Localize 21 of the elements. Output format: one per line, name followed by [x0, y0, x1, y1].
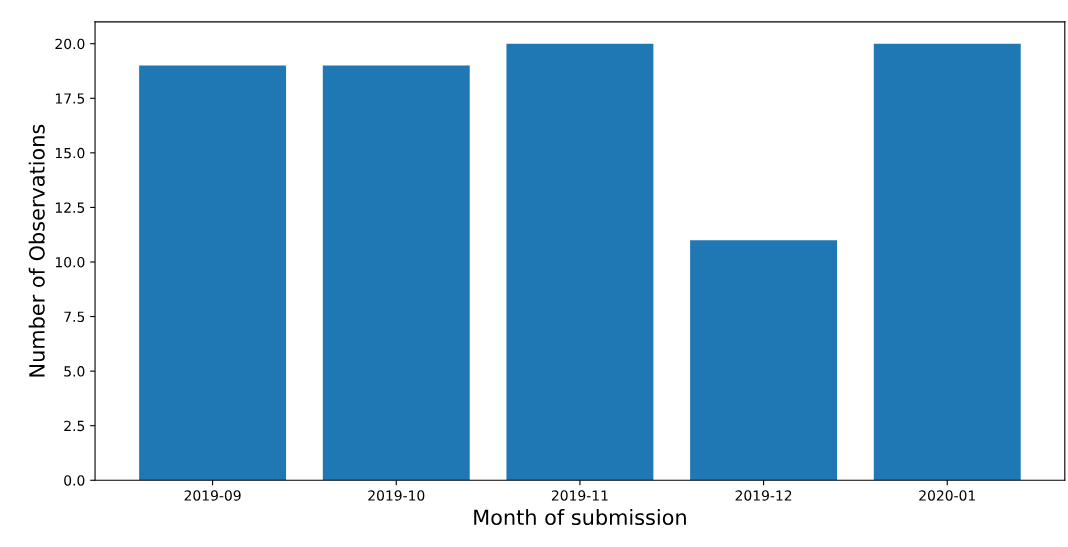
x-tick-label: 2019-09 — [184, 490, 241, 501]
y-tick-label: 0.0 — [64, 475, 85, 486]
x-tick-label: 2019-12 — [735, 490, 792, 501]
y-tick-label: 10.0 — [55, 256, 85, 268]
x-tick-label: 2019-10 — [368, 490, 425, 501]
y-tick-label: 7.5 — [64, 311, 85, 323]
y-tick-label: 12.5 — [55, 202, 85, 213]
y-tick-label: 17.5 — [55, 93, 85, 104]
y-tick-label: 20.0 — [55, 38, 85, 50]
y-axis-title: Number of Observations — [28, 124, 45, 377]
bar — [873, 43, 1021, 481]
x-tick-label: 2019-11 — [551, 490, 608, 501]
bar — [322, 65, 470, 481]
bar — [690, 240, 838, 481]
bar — [506, 43, 654, 481]
x-axis-title: Month of submission — [474, 508, 686, 526]
bar — [139, 65, 287, 481]
x-tick-label: 2020-01 — [919, 490, 975, 501]
y-tick-label: 5.0 — [64, 366, 85, 377]
y-tick-label: 2.5 — [64, 420, 85, 432]
y-tick-label: 15.0 — [55, 147, 85, 159]
